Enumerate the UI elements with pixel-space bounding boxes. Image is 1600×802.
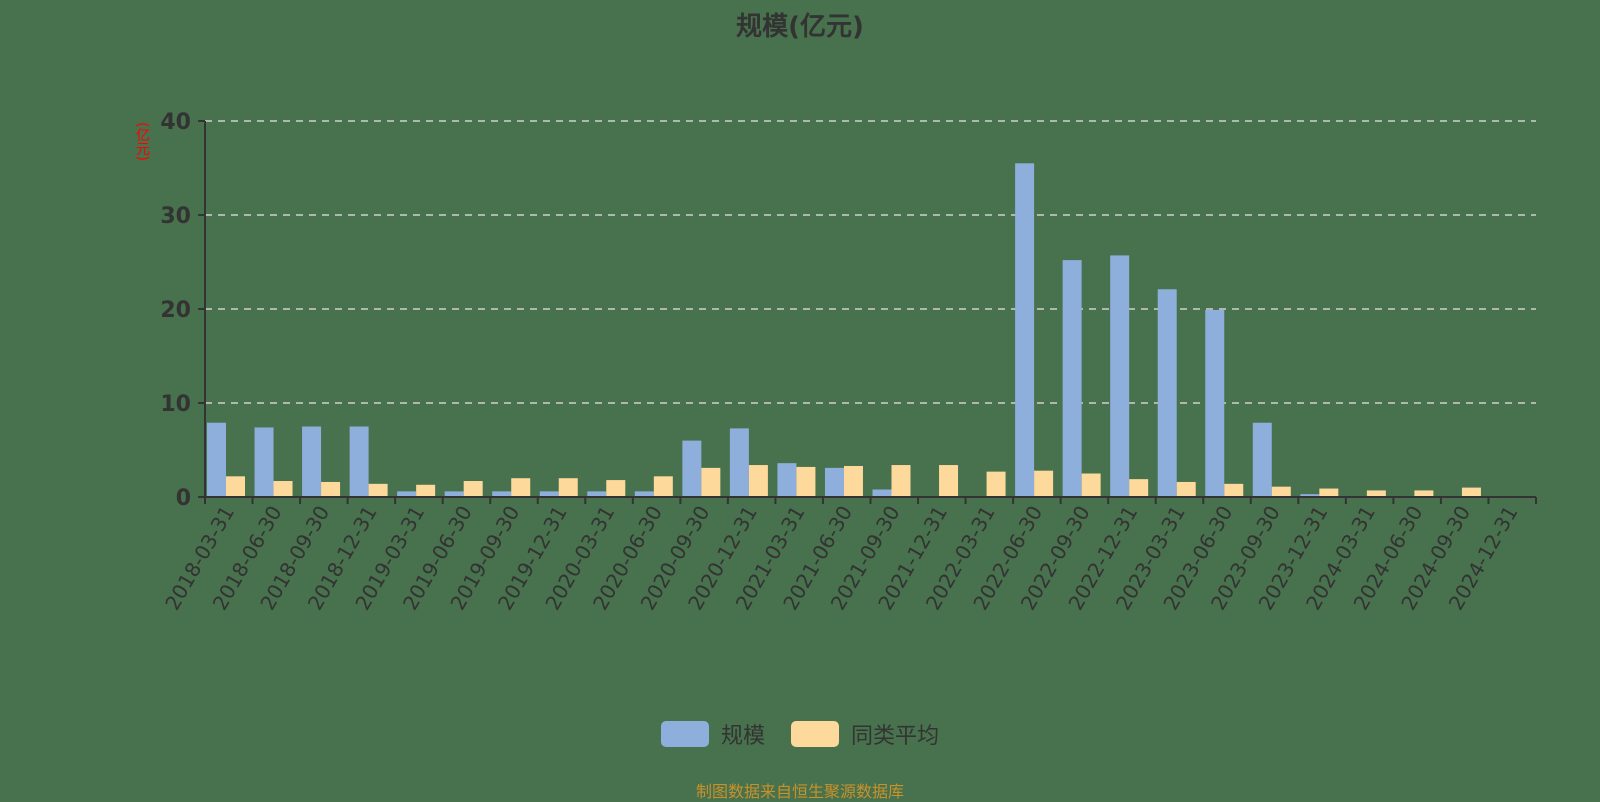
- y-tick-label: 20: [160, 298, 191, 323]
- bar-scale[interactable]: [587, 491, 607, 497]
- bar-scale[interactable]: [254, 427, 274, 497]
- y-tick-label: 0: [176, 486, 191, 511]
- bar-scale[interactable]: [824, 467, 844, 497]
- bar-peer-average[interactable]: [1176, 481, 1196, 497]
- bar-peer-average[interactable]: [1129, 479, 1149, 497]
- bar-peer-average[interactable]: [1461, 487, 1481, 497]
- y-axis-unit-label: (亿元): [134, 122, 150, 161]
- bar-peer-average[interactable]: [986, 471, 1006, 497]
- bars: [207, 163, 1481, 498]
- bar-scale[interactable]: [634, 491, 654, 497]
- bar-scale[interactable]: [1062, 260, 1082, 497]
- legend: 规模 同类平均: [0, 718, 1600, 750]
- legend-label-scale: 规模: [720, 724, 765, 749]
- axes: [198, 120, 1537, 504]
- bar-peer-average[interactable]: [939, 465, 959, 497]
- bar-scale[interactable]: [872, 489, 892, 497]
- bar-scale[interactable]: [444, 491, 464, 497]
- bar-peer-average[interactable]: [511, 478, 531, 497]
- bar-peer-average[interactable]: [748, 465, 768, 497]
- bar-peer-average[interactable]: [891, 465, 911, 497]
- bar-peer-average[interactable]: [1366, 490, 1386, 497]
- legend-item-scale[interactable]: 规模: [660, 718, 765, 750]
- bar-scale[interactable]: [302, 426, 322, 498]
- bar-scale[interactable]: [1205, 309, 1225, 497]
- bar-scale[interactable]: [1110, 255, 1130, 497]
- bar-peer-average[interactable]: [416, 484, 436, 497]
- bar-scale[interactable]: [539, 491, 559, 497]
- bar-scale[interactable]: [397, 491, 417, 497]
- bar-scale[interactable]: [682, 440, 702, 497]
- legend-swatch-peer-average: [791, 721, 839, 747]
- bar-peer-average[interactable]: [558, 478, 578, 497]
- bar-peer-average[interactable]: [606, 480, 626, 497]
- bar-peer-average[interactable]: [463, 481, 483, 497]
- bar-scale[interactable]: [777, 463, 797, 497]
- bar-peer-average[interactable]: [226, 476, 245, 497]
- bar-scale[interactable]: [1157, 289, 1177, 497]
- bar-peer-average[interactable]: [1081, 473, 1101, 498]
- y-tick-label: 10: [160, 392, 191, 417]
- bar-peer-average[interactable]: [653, 476, 673, 497]
- gridlines: [205, 120, 1536, 404]
- y-tick-label: 40: [160, 110, 191, 135]
- legend-item-peer-average[interactable]: 同类平均: [791, 718, 939, 750]
- bar-peer-average[interactable]: [796, 466, 816, 497]
- x-axis-labels: 2018-03-312018-06-302018-09-302018-12-31…: [160, 501, 1522, 614]
- bar-peer-average[interactable]: [321, 481, 341, 497]
- y-axis-labels: 0 10 20 30 40: [160, 110, 191, 511]
- bar-peer-average[interactable]: [843, 465, 863, 497]
- bar-scale[interactable]: [1252, 422, 1272, 497]
- bar-scale[interactable]: [1300, 494, 1320, 497]
- bar-scale[interactable]: [492, 491, 512, 497]
- bar-scale[interactable]: [207, 422, 226, 497]
- bar-scale[interactable]: [1015, 163, 1035, 498]
- y-tick-label: 30: [160, 204, 191, 229]
- bar-peer-average[interactable]: [1414, 490, 1434, 497]
- bar-scale[interactable]: [349, 426, 369, 498]
- legend-swatch-scale: [660, 721, 709, 747]
- bar-peer-average[interactable]: [701, 467, 721, 497]
- bar-peer-average[interactable]: [1034, 470, 1054, 497]
- source-note: 制图数据来自恒生聚源数据库: [695, 782, 904, 801]
- bar-scale[interactable]: [729, 428, 749, 497]
- bar-peer-average[interactable]: [1224, 483, 1244, 497]
- chart-title: 规模(亿元): [736, 12, 864, 42]
- bar-peer-average[interactable]: [1319, 488, 1339, 497]
- bar-peer-average[interactable]: [1271, 486, 1291, 497]
- bar-peer-average[interactable]: [273, 481, 293, 497]
- bar-peer-average[interactable]: [368, 483, 388, 497]
- legend-label-peer-average: 同类平均: [851, 724, 940, 749]
